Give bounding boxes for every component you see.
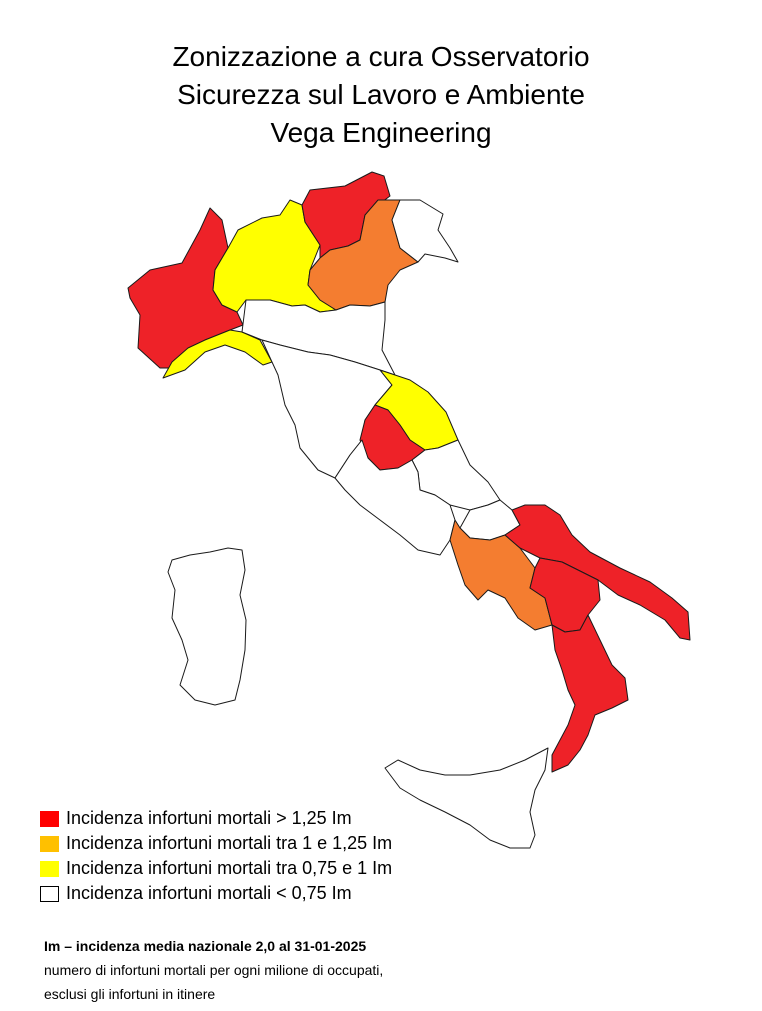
legend-item: Incidenza infortuni mortali < 0,75 Im (40, 881, 392, 906)
legend-item: Incidenza infortuni mortali tra 0,75 e 1… (40, 856, 392, 881)
legend-swatch (40, 835, 59, 852)
footnote: Im – incidenza media nazionale 2,0 al 31… (44, 934, 383, 1006)
legend-label: Incidenza infortuni mortali tra 1 e 1,25… (66, 833, 393, 853)
region-friuli-venezia-giulia (391, 199, 459, 263)
title-line-3: Vega Engineering (270, 117, 492, 148)
legend-label: Incidenza infortuni mortali > 1,25 Im (66, 808, 352, 828)
legend-swatch (40, 885, 59, 902)
legend-swatch (40, 860, 59, 877)
legend-swatch (40, 810, 59, 827)
map-title: Zonizzazione a cura Osservatorio Sicurez… (0, 38, 762, 152)
map-legend: Incidenza infortuni mortali > 1,25 Im In… (40, 806, 392, 906)
legend-item: Incidenza infortuni mortali tra 1 e 1,25… (40, 831, 392, 856)
title-line-1: Zonizzazione a cura Osservatorio (172, 41, 590, 72)
footnote-heading: Im – incidenza media nazionale 2,0 al 31… (44, 938, 367, 954)
legend-item: Incidenza infortuni mortali > 1,25 Im (40, 806, 392, 831)
region-calabria (551, 614, 629, 773)
legend-label: Incidenza infortuni mortali < 0,75 Im (66, 883, 352, 903)
region-sicilia (384, 747, 549, 849)
region-sardegna (167, 547, 247, 706)
region-lazio (334, 439, 456, 556)
region-liguria (162, 329, 273, 379)
region-puglia (504, 504, 691, 641)
legend-label: Incidenza infortuni mortali tra 0,75 e 1… (66, 858, 393, 878)
footnote-line-2: esclusi gli infortuni in itinere (44, 986, 216, 1002)
title-line-2: Sicurezza sul Lavoro e Ambiente (177, 79, 585, 110)
footnote-line-1: numero di infortuni mortali per ogni mil… (44, 962, 384, 978)
